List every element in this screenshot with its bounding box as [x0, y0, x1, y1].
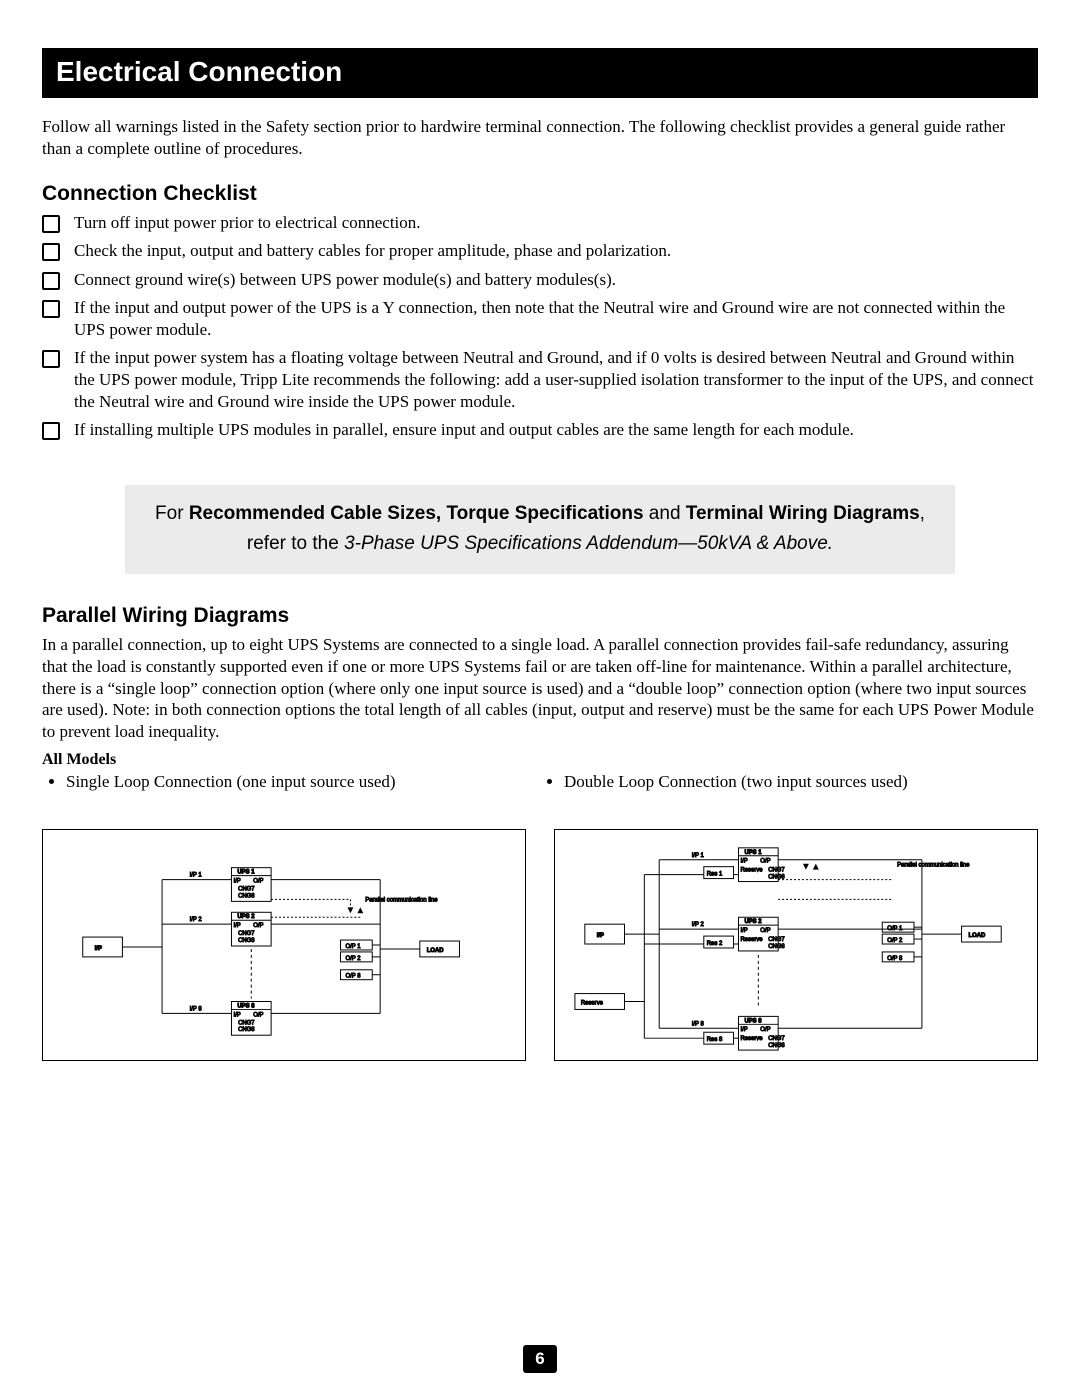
dlabel-reserve: Reserve: [581, 1000, 604, 1006]
dlabel-op: O/P: [253, 1012, 263, 1018]
dlabel-op: O/P: [253, 878, 263, 884]
dlabel-load: LOAD: [969, 933, 987, 939]
notice-text: and: [644, 503, 686, 524]
dlabel-cng8: CNG8: [768, 1043, 785, 1049]
page-number: 6: [523, 1345, 557, 1373]
dlabel-ip1: I/P 1: [692, 853, 705, 859]
dlabel-parallel: Parallel communication line: [897, 863, 970, 869]
checkbox-icon: [42, 215, 60, 233]
dlabel-res1: Res 1: [707, 872, 723, 878]
notice-italic: 3-Phase UPS Specifications Addendum—50kV…: [344, 533, 833, 554]
dlabel-ip: I/P: [95, 946, 102, 952]
dlabel-cng8: CNG8: [238, 1027, 255, 1033]
dlabel-cng7: CNG7: [768, 868, 785, 874]
dlabel-ip: I/P: [233, 923, 240, 929]
dlabel-op: O/P: [253, 923, 263, 929]
dlabel-load: LOAD: [427, 948, 445, 954]
double-loop-diagram: I/P Reserve I/P 1 Res 1 UPS: [554, 829, 1038, 1061]
dlabel-ups1: UPS 1: [237, 870, 255, 876]
parallel-heading: Parallel Wiring Diagrams: [42, 604, 1038, 628]
dlabel-ip: I/P: [233, 878, 240, 884]
dlabel-cng8: CNG8: [238, 938, 255, 944]
dlabel-ups1: UPS 1: [744, 850, 762, 856]
bullet-single-loop: Single Loop Connection (one input source…: [66, 771, 540, 793]
checklist-item: Turn off input power prior to electrical…: [42, 212, 1038, 234]
dlabel-ip2: I/P 2: [692, 922, 704, 928]
checkbox-icon: [42, 272, 60, 290]
dlabel-op1: O/P 1: [345, 944, 361, 950]
checklist-item: Connect ground wire(s) between UPS power…: [42, 269, 1038, 291]
dlabel-cng8: CNG8: [768, 944, 785, 950]
dlabel-cng7: CNG7: [238, 886, 255, 892]
dlabel-reserve: Reserve: [740, 868, 763, 874]
checkbox-icon: [42, 350, 60, 368]
all-models-label: All Models: [42, 751, 1038, 769]
dlabel-reserve: Reserve: [740, 937, 763, 943]
dlabel-cng7: CNG7: [768, 937, 785, 943]
dlabel-ups8: UPS 8: [237, 1003, 255, 1009]
dlabel-ip: I/P: [233, 1012, 240, 1018]
dlabel-res2: Res 2: [707, 941, 723, 947]
intro-paragraph: Follow all warnings listed in the Safety…: [42, 116, 1038, 160]
checkbox-icon: [42, 300, 60, 318]
checkbox-icon: [42, 422, 60, 440]
dlabel-ip2: I/P 2: [190, 917, 202, 923]
dlabel-ip: I/P: [740, 1027, 747, 1033]
dlabel-op: O/P: [760, 859, 770, 865]
checklist-text: If the input and output power of the UPS…: [74, 297, 1038, 341]
dlabel-cng7: CNG7: [768, 1036, 785, 1042]
notice-text: refer to the: [247, 533, 344, 554]
dlabel-res8: Res 8: [707, 1037, 723, 1043]
parallel-body: In a parallel connection, up to eight UP…: [42, 634, 1038, 743]
dlabel-op: O/P: [760, 928, 770, 934]
notice-text: ,: [920, 503, 925, 524]
dlabel-ups8: UPS 8: [744, 1018, 762, 1024]
notice-text: For: [155, 503, 189, 524]
connection-checklist: Turn off input power prior to electrical…: [42, 212, 1038, 441]
checklist-item: If the input and output power of the UPS…: [42, 297, 1038, 341]
checklist-text: Check the input, output and battery cabl…: [74, 240, 1038, 262]
dlabel-ip8: I/P 8: [692, 1021, 705, 1027]
checklist-heading: Connection Checklist: [42, 182, 1038, 206]
checklist-item: If installing multiple UPS modules in pa…: [42, 419, 1038, 441]
dlabel-cng8: CNG8: [238, 893, 255, 899]
dlabel-ip: I/P: [740, 928, 747, 934]
dlabel-ups2: UPS 2: [744, 919, 762, 925]
checklist-item: If the input power system has a floating…: [42, 347, 1038, 413]
checklist-item: Check the input, output and battery cabl…: [42, 240, 1038, 262]
checklist-text: If installing multiple UPS modules in pa…: [74, 419, 1038, 441]
single-loop-diagram: I/P I/P 1 UPS 1 I/P O/P CNG7 CNG8: [42, 829, 526, 1061]
dlabel-ip: I/P: [597, 933, 604, 939]
dlabel-op1: O/P 1: [887, 926, 903, 932]
dlabel-op8: O/P 8: [345, 974, 361, 980]
dlabel-op: O/P: [760, 1027, 770, 1033]
checklist-text: Connect ground wire(s) between UPS power…: [74, 269, 1038, 291]
notice-bold: Terminal Wiring Diagrams: [686, 503, 920, 524]
dlabel-op2: O/P 2: [345, 956, 360, 962]
dlabel-cng7: CNG7: [238, 1020, 255, 1026]
dlabel-reserve: Reserve: [740, 1036, 763, 1042]
checklist-text: If the input power system has a floating…: [74, 347, 1038, 413]
page-title: Electrical Connection: [42, 48, 1038, 98]
dlabel-op2: O/P 2: [887, 938, 902, 944]
dlabel-ip1: I/P 1: [190, 873, 203, 879]
checklist-text: Turn off input power prior to electrical…: [74, 212, 1038, 234]
dlabel-parallel: Parallel communication line: [365, 897, 438, 903]
dlabel-op8: O/P 8: [887, 956, 903, 962]
dlabel-ip8: I/P 8: [190, 1006, 203, 1012]
notice-bold: Recommended Cable Sizes, Torque Specific…: [189, 503, 644, 524]
reference-notice: For Recommended Cable Sizes, Torque Spec…: [125, 485, 955, 574]
dlabel-cng7: CNG7: [238, 931, 255, 937]
checkbox-icon: [42, 243, 60, 261]
dlabel-ups2: UPS 2: [237, 914, 255, 920]
dlabel-ip: I/P: [740, 859, 747, 865]
bullet-double-loop: Double Loop Connection (two input source…: [564, 771, 1038, 793]
